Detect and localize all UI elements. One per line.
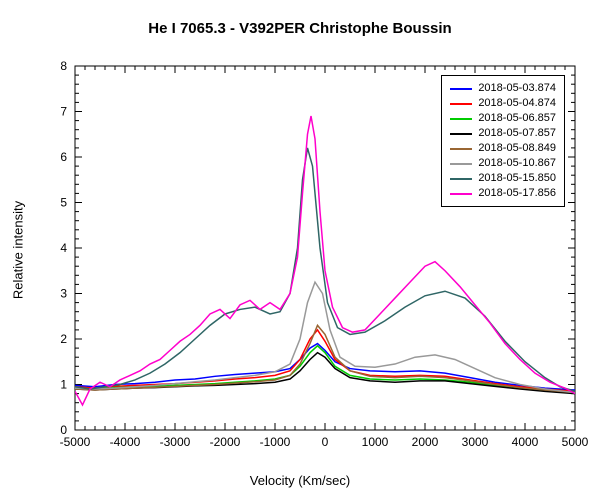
legend-swatch (450, 118, 472, 120)
svg-text:-3000: -3000 (160, 435, 191, 449)
svg-text:4: 4 (60, 241, 67, 255)
legend-item: 2018-05-08.849 (450, 141, 556, 156)
svg-text:7: 7 (60, 105, 67, 119)
legend-label: 2018-05-10.867 (478, 156, 556, 171)
svg-text:0: 0 (60, 423, 67, 437)
legend-label: 2018-05-06.857 (478, 111, 556, 126)
legend-swatch (450, 163, 472, 165)
svg-text:1: 1 (60, 378, 67, 392)
legend-label: 2018-05-17.856 (478, 186, 556, 201)
svg-text:-1000: -1000 (260, 435, 291, 449)
svg-text:3: 3 (60, 287, 67, 301)
svg-text:2000: 2000 (412, 435, 439, 449)
svg-text:3000: 3000 (462, 435, 489, 449)
legend-label: 2018-05-04.874 (478, 96, 556, 111)
legend-label: 2018-05-03.874 (478, 81, 556, 96)
legend: 2018-05-03.8742018-05-04.8742018-05-06.8… (441, 75, 565, 207)
legend-item: 2018-05-17.856 (450, 186, 556, 201)
legend-item: 2018-05-03.874 (450, 81, 556, 96)
svg-text:6: 6 (60, 150, 67, 164)
legend-item: 2018-05-07.857 (450, 126, 556, 141)
spectrum-chart: He I 7065.3 - V392PER Christophe Boussin… (0, 0, 600, 500)
svg-text:1000: 1000 (362, 435, 389, 449)
svg-text:4000: 4000 (512, 435, 539, 449)
svg-text:8: 8 (60, 59, 67, 73)
legend-swatch (450, 148, 472, 150)
legend-item: 2018-05-06.857 (450, 111, 556, 126)
svg-text:-2000: -2000 (210, 435, 241, 449)
svg-text:0: 0 (322, 435, 329, 449)
legend-swatch (450, 133, 472, 135)
svg-text:5000: 5000 (562, 435, 589, 449)
svg-text:-5000: -5000 (60, 435, 91, 449)
legend-swatch (450, 103, 472, 105)
legend-item: 2018-05-04.874 (450, 96, 556, 111)
legend-label: 2018-05-15.850 (478, 171, 556, 186)
legend-item: 2018-05-10.867 (450, 156, 556, 171)
legend-label: 2018-05-08.849 (478, 141, 556, 156)
legend-label: 2018-05-07.857 (478, 126, 556, 141)
svg-text:5: 5 (60, 196, 67, 210)
legend-item: 2018-05-15.850 (450, 171, 556, 186)
svg-text:2: 2 (60, 332, 67, 346)
legend-swatch (450, 88, 472, 90)
legend-swatch (450, 178, 472, 180)
svg-text:-4000: -4000 (110, 435, 141, 449)
legend-swatch (450, 193, 472, 195)
